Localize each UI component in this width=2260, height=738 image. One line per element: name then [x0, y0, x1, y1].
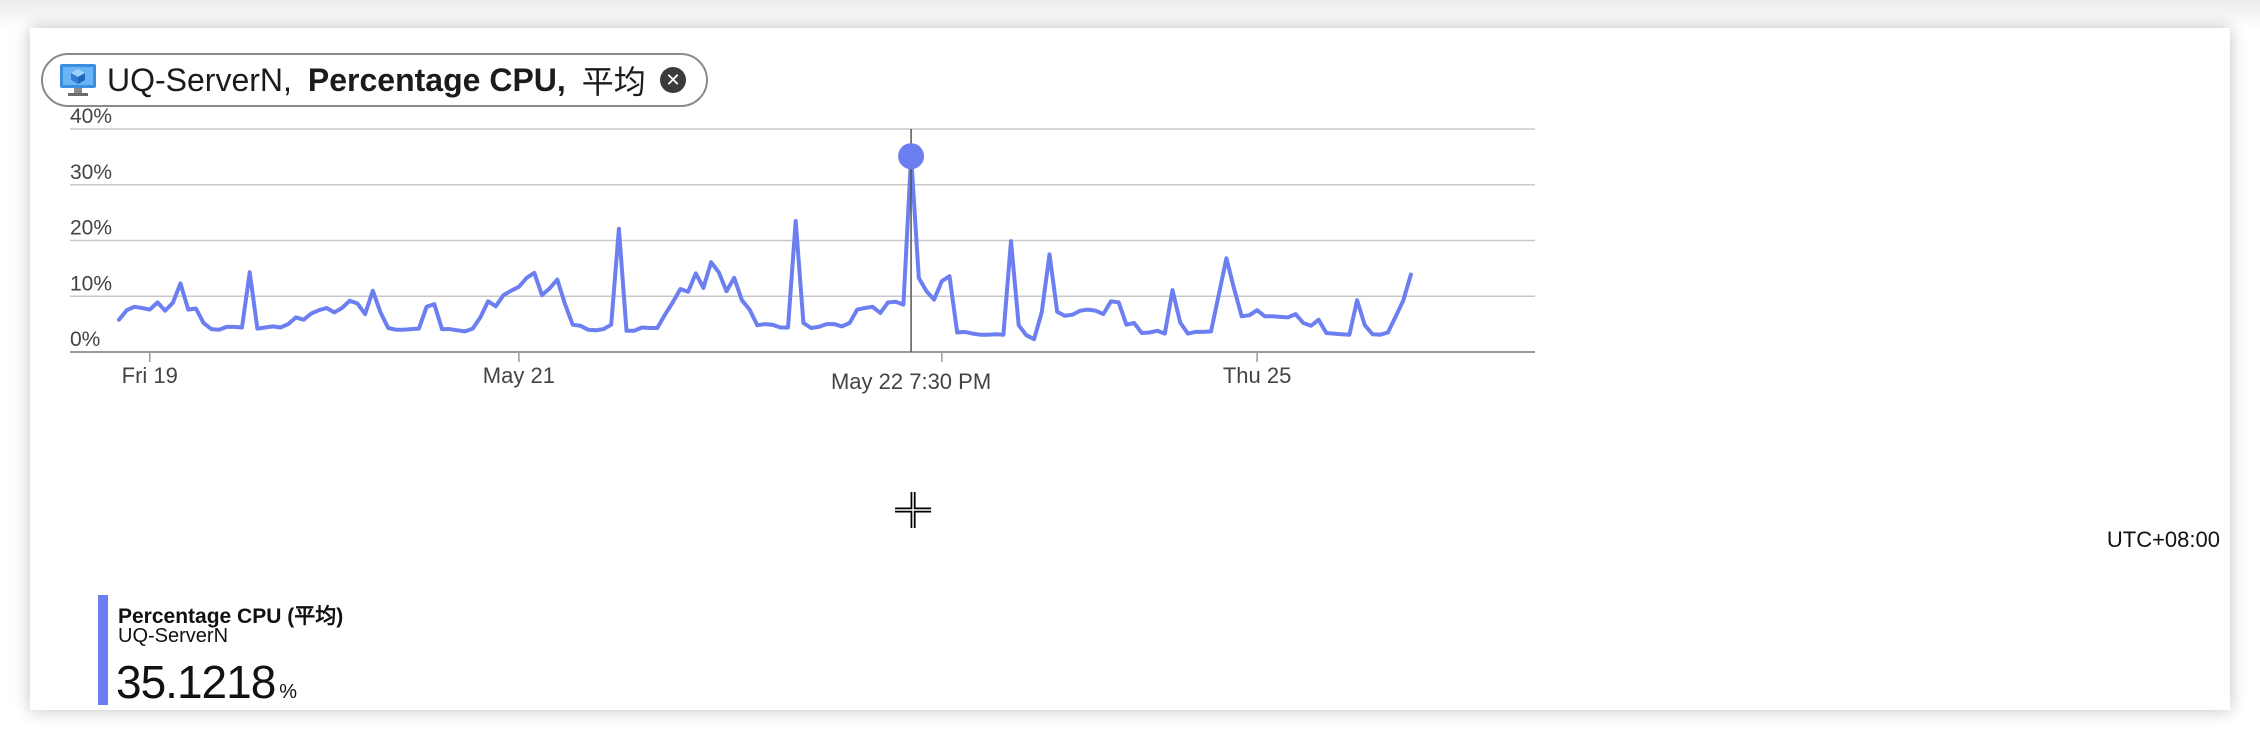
- legend-color-swatch: [98, 595, 108, 705]
- series-line: [117, 154, 1413, 342]
- x-tick-label: Thu 25: [1223, 363, 1292, 388]
- timezone-label: UTC+08:00: [2107, 527, 2220, 552]
- metric-chart-card: UQ-ServerN, Percentage CPU, 平均 ✕ 0% 10% 20…: [30, 28, 2230, 710]
- hover-data-point: [898, 143, 925, 170]
- legend-value: 35.1218%: [116, 655, 297, 709]
- y-tick-label: 30%: [70, 161, 112, 184]
- hover-time-label: May 22 7:30 PM: [831, 369, 991, 394]
- cpu-line-chart[interactable]: 0% 10% 20% 30% 40% Fri 19 May 21 Thu 25 May 22…: [30, 28, 2230, 588]
- y-tick-label: 40%: [70, 105, 112, 128]
- y-tick-label: 10%: [70, 272, 112, 295]
- legend-resource: UQ-ServerN: [118, 625, 229, 647]
- crosshair-cursor-icon: [895, 492, 932, 528]
- y-tick-label: 20%: [70, 217, 112, 240]
- legend-title: Percentage CPU (平均): [118, 605, 344, 628]
- y-tick-label: 0%: [70, 328, 100, 351]
- x-tick-label: Fri 19: [122, 363, 178, 388]
- resource-name: UQ-ServerN,: [107, 61, 292, 98]
- close-circle-icon[interactable]: ✕: [660, 67, 686, 93]
- legend-value-number: 35.1218: [116, 656, 276, 708]
- x-tick-label: May 21: [483, 363, 555, 388]
- legend-unit: %: [279, 681, 298, 703]
- aggregation-name: 平均: [581, 64, 646, 100]
- metric-filter-pill[interactable]: UQ-ServerN, Percentage CPU, 平均 ✕: [41, 53, 708, 107]
- metric-name: Percentage CPU,: [307, 61, 566, 98]
- virtual-machine-icon: [59, 62, 97, 98]
